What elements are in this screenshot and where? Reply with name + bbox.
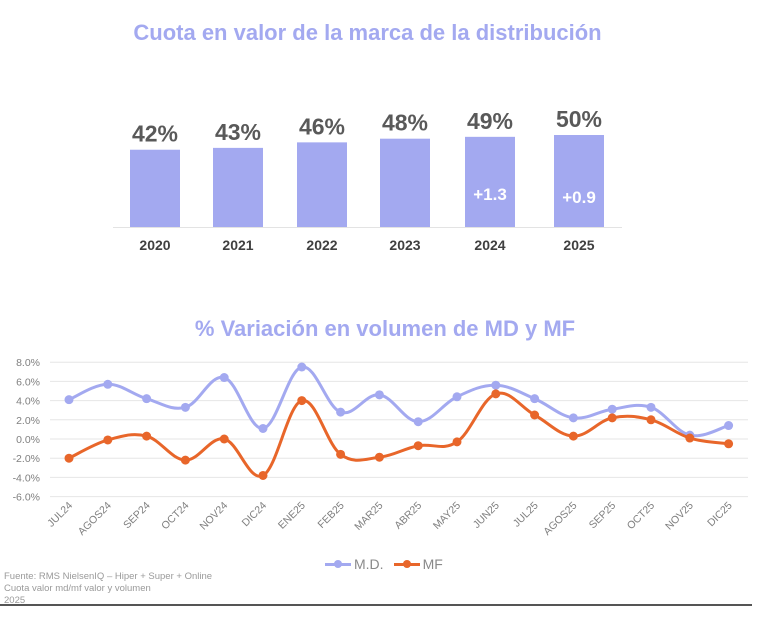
- bar-chart: 42% 2020 43% 2021 46% 2022 48% 2023 49% 2024 +1.3 5…: [113, 106, 622, 253]
- line-chart: -6.0% -4.0% -2.0% 0.0% 2.0% 4.0% 6.0% 8.0% JUL24…: [13, 357, 748, 538]
- bar-value-label: 43%: [215, 119, 261, 145]
- y-tick-label: 8.0%: [16, 357, 40, 369]
- data-point-mf-dic25: [724, 439, 734, 449]
- data-point-md-mar25: [374, 390, 384, 400]
- data-point-md-jun25: [491, 380, 501, 390]
- data-point-mf-jul25: [530, 410, 540, 420]
- data-point-md-jul24: [64, 395, 74, 405]
- legend-swatch-mf: [393, 559, 420, 569]
- data-point-md-abr25: [413, 417, 423, 427]
- legend-label-mf: MF: [422, 556, 443, 572]
- data-point-mf-dic24: [258, 470, 268, 480]
- bar-category-label: 2025: [563, 237, 594, 253]
- bar-chart-title: Cuota en valor de la marca de la distrib…: [133, 20, 602, 45]
- data-point-mf-agos24: [103, 435, 113, 445]
- data-point-mf-sep25: [607, 413, 617, 423]
- data-point-md-dic25: [724, 421, 734, 431]
- legend-label-md: M.D.: [354, 556, 384, 572]
- data-point-mf-jun25: [491, 389, 501, 399]
- x-tick-label: OCT25: [625, 500, 658, 533]
- bar-2023: [380, 138, 430, 227]
- data-point-mf-jul24: [64, 453, 74, 463]
- source-line-2: Cuota valor md/mf valor y volumen: [4, 583, 151, 594]
- bar-2024: [465, 136, 515, 227]
- footer-divider: [0, 604, 752, 606]
- data-point-mf-sep24: [142, 431, 152, 441]
- data-point-md-sep25: [607, 404, 617, 414]
- source-line-3: 2025: [4, 595, 26, 606]
- y-tick-label: -6.0%: [13, 492, 40, 504]
- data-point-md-dic24: [258, 423, 268, 433]
- data-point-mf-agos25: [568, 431, 578, 441]
- legend-swatch-md: [325, 559, 351, 569]
- x-tick-label: JUN25: [471, 500, 502, 531]
- data-point-md-agos25: [568, 413, 578, 423]
- bar-value-label: 48%: [382, 110, 428, 136]
- x-tick-label: ABR25: [392, 500, 424, 532]
- y-tick-label: -2.0%: [13, 453, 40, 465]
- bar-category-label: 2020: [139, 237, 170, 253]
- data-point-md-nov24: [219, 373, 229, 383]
- data-point-mf-nov25: [685, 433, 695, 443]
- legend-item-md: M.D.: [325, 556, 384, 572]
- y-tick-label: -4.0%: [13, 472, 40, 484]
- bar-2025: [554, 135, 604, 227]
- y-tick-label: 0.0%: [16, 434, 40, 446]
- data-point-mf-oct25: [646, 415, 656, 425]
- legend-item-mf: MF: [393, 556, 443, 572]
- x-tick-label: NOV24: [197, 500, 230, 533]
- data-point-md-ene25: [297, 362, 307, 372]
- line-chart-legend: M.D. MF: [325, 556, 453, 572]
- data-point-md-may25: [452, 392, 462, 402]
- data-point-mf-mar25: [374, 452, 384, 462]
- x-tick-label: MAY25: [431, 500, 463, 532]
- bar-category-label: 2024: [474, 237, 505, 253]
- y-tick-label: 2.0%: [16, 415, 40, 427]
- bar-value-label: 50%: [556, 106, 602, 132]
- x-tick-label: DIC24: [240, 500, 270, 530]
- x-tick-label: JUL24: [45, 500, 75, 530]
- y-tick-label: 4.0%: [16, 396, 40, 408]
- x-tick-label: NOV25: [663, 500, 696, 533]
- bar-value-label: 46%: [299, 113, 345, 139]
- x-tick-label: DIC25: [705, 500, 735, 530]
- x-tick-label: JUL25: [511, 500, 541, 530]
- x-tick-label: ENE25: [276, 500, 308, 532]
- data-point-md-oct25: [646, 402, 656, 412]
- x-tick-label: FEB25: [316, 500, 347, 531]
- line-chart-title: % Variación en volumen de MD y MF: [194, 316, 576, 341]
- bar-category-label: 2023: [389, 237, 420, 253]
- bar-category-label: 2022: [306, 237, 337, 253]
- x-tick-label: AGOS25: [541, 500, 579, 538]
- data-point-mf-feb25: [336, 449, 346, 459]
- bar-value-label: 42%: [132, 121, 178, 147]
- source-line-1: Fuente: RMS NielsenIQ – Hiper + Super + …: [4, 571, 213, 582]
- data-point-md-feb25: [336, 407, 346, 417]
- bar-category-label: 2021: [222, 237, 253, 253]
- x-tick-label: SEP25: [587, 500, 619, 532]
- data-point-mf-nov24: [219, 434, 229, 444]
- x-tick-label: MAR25: [352, 500, 385, 533]
- data-point-mf-may25: [452, 437, 462, 447]
- data-point-mf-oct24: [180, 455, 190, 465]
- bar-value-label: 49%: [467, 108, 513, 134]
- data-point-mf-ene25: [297, 396, 307, 406]
- bar-2022: [297, 142, 347, 227]
- data-point-md-oct24: [180, 402, 190, 412]
- data-point-md-sep24: [142, 394, 152, 404]
- series-line-md: [67, 365, 731, 438]
- x-tick-label: AGOS24: [76, 500, 114, 538]
- data-point-mf-abr25: [413, 441, 423, 451]
- bar-2021: [213, 147, 263, 227]
- x-tick-label: SEP24: [121, 500, 153, 532]
- data-point-md-jul25: [530, 394, 540, 404]
- bar-change-label: +1.3: [473, 185, 507, 204]
- y-tick-label: 6.0%: [16, 376, 40, 388]
- bar-2020: [130, 149, 180, 227]
- bar-change-label: +0.9: [562, 188, 596, 207]
- data-point-md-agos24: [103, 379, 113, 389]
- x-tick-label: OCT24: [159, 500, 192, 533]
